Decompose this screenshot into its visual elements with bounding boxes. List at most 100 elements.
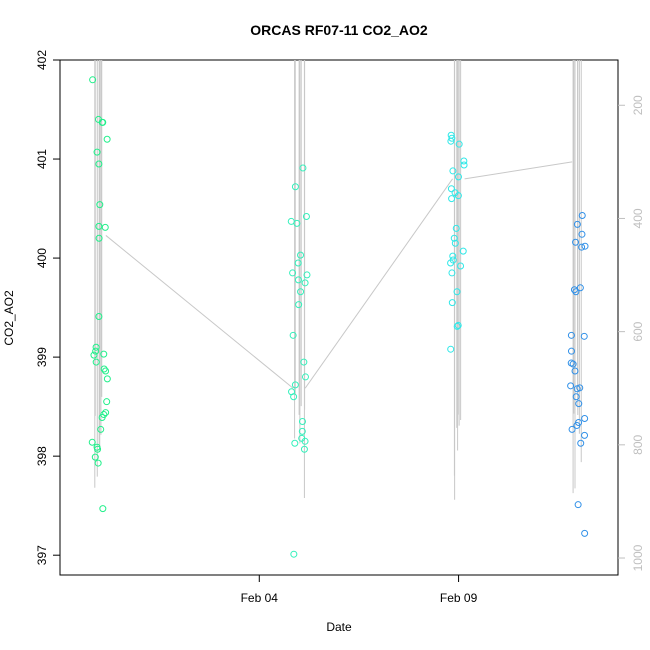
data-point — [455, 140, 463, 148]
y2-tick-label: 800 — [631, 435, 645, 455]
data-point — [93, 148, 101, 156]
data-point — [95, 234, 103, 242]
data-point — [459, 247, 467, 255]
data-point — [448, 269, 456, 277]
y-tick-label: 397 — [35, 545, 49, 565]
data-point — [449, 167, 457, 175]
data-point — [452, 224, 460, 232]
data-point — [301, 279, 309, 287]
x-axis-label: Date — [326, 620, 352, 634]
y2-tick-label: 600 — [631, 321, 645, 341]
data-point — [454, 321, 462, 329]
data-point — [450, 234, 458, 242]
data-point — [578, 230, 586, 238]
data-point — [447, 259, 455, 267]
y-tick-label: 398 — [35, 446, 49, 466]
y2-axis: 200 400 600 800 1000 — [618, 95, 645, 571]
y-tick-label: 399 — [35, 347, 49, 367]
data-point — [287, 217, 295, 225]
data-point — [99, 505, 107, 513]
data-point — [289, 269, 297, 277]
data-point — [581, 431, 589, 439]
data-point — [567, 331, 575, 339]
data-point — [581, 529, 589, 537]
data-point — [570, 286, 578, 294]
data-point — [298, 417, 306, 425]
data-point — [98, 414, 106, 422]
data-point — [447, 137, 455, 145]
data-point — [103, 135, 111, 143]
data-point — [300, 358, 308, 366]
data-point — [573, 421, 581, 429]
data-point — [578, 243, 586, 251]
data-point — [294, 276, 302, 284]
data-point — [293, 219, 301, 227]
data-point — [88, 438, 96, 446]
data-point — [95, 222, 103, 230]
data-point — [297, 288, 305, 296]
data-point — [298, 427, 306, 435]
data-point — [301, 373, 309, 381]
data-point — [447, 185, 455, 193]
data-point — [301, 437, 309, 445]
data-point — [568, 425, 576, 433]
pressure-overlay — [94, 60, 582, 500]
data-point — [460, 157, 468, 165]
data-point — [91, 453, 99, 461]
data-point — [576, 284, 584, 292]
data-point — [454, 173, 462, 181]
y2-tick-label: 1000 — [631, 544, 645, 571]
data-point — [101, 223, 109, 231]
data-point — [294, 259, 302, 267]
data-point — [302, 212, 310, 220]
data-point — [102, 409, 110, 417]
data-point — [300, 445, 308, 453]
data-point — [453, 322, 461, 330]
y2-tick-label: 400 — [631, 208, 645, 228]
data-point — [92, 347, 100, 355]
data-point — [577, 439, 585, 447]
data-point — [291, 439, 299, 447]
data-point — [95, 160, 103, 168]
data-point — [103, 398, 111, 406]
data-point — [447, 345, 455, 353]
data-point — [451, 239, 459, 247]
data-point — [567, 347, 575, 355]
data-point — [89, 76, 97, 84]
data-point — [449, 252, 457, 260]
data-point — [299, 164, 307, 172]
data-point — [90, 351, 98, 359]
data-point — [581, 415, 589, 423]
chart-title: ORCAS RF07-11 CO2_AO2 — [250, 22, 428, 38]
data-point — [460, 161, 468, 169]
data-point — [297, 251, 305, 259]
x-tick-label: Feb 09 — [440, 591, 478, 605]
data-point — [291, 381, 299, 389]
x-axis: Feb 04 Feb 09 — [241, 575, 478, 605]
data-point — [457, 262, 465, 270]
data-point — [581, 242, 589, 250]
data-point — [289, 331, 297, 339]
data-point — [92, 358, 100, 366]
data-point — [573, 385, 581, 393]
y-tick-label: 401 — [35, 149, 49, 169]
data-point — [95, 313, 103, 321]
data-point — [573, 220, 581, 228]
data-point — [102, 367, 110, 375]
data-point — [448, 134, 456, 142]
data-point — [290, 550, 298, 558]
data-point — [290, 393, 298, 401]
data-point — [448, 195, 456, 203]
data-point — [98, 118, 106, 126]
y-axis: 397 398 399 400 401 402 — [35, 50, 60, 565]
data-point — [100, 350, 108, 358]
data-point — [92, 343, 100, 351]
plot-frame — [59, 59, 619, 576]
data-point — [580, 332, 588, 340]
data-point — [453, 288, 461, 296]
data-point — [303, 271, 311, 279]
data-point — [572, 393, 580, 401]
data-point — [567, 382, 575, 390]
pressure-connector — [304, 178, 453, 389]
